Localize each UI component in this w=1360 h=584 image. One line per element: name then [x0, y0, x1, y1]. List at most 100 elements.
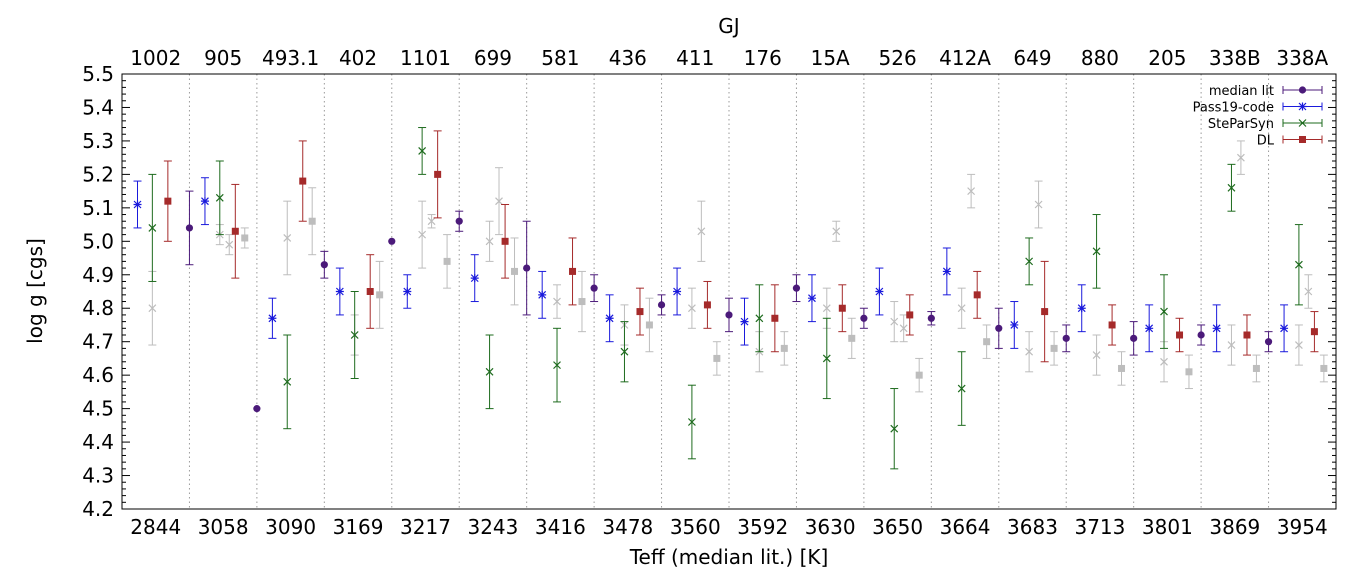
- data-point: [1062, 334, 1070, 342]
- y-tick-label: 4.8: [82, 296, 114, 320]
- data-point: [822, 354, 831, 363]
- data-point: [1236, 153, 1245, 162]
- top-tick-label: 493.1: [262, 46, 319, 70]
- data-point: [1294, 260, 1303, 269]
- x-tick-label: 3169: [333, 515, 384, 539]
- legend-marker: [1298, 102, 1307, 111]
- x-tick-label: 3954: [1277, 515, 1328, 539]
- y-tick-label: 4.9: [82, 263, 114, 287]
- y-axis: 4.2 4.3 4.4 4.5 4.6 4.7 4.8 4.9 5.0 5.1 5.2 5.3 5.4 5…: [82, 62, 1336, 521]
- data-point: [308, 217, 316, 225]
- data-point: [501, 237, 509, 245]
- data-point: [350, 331, 359, 339]
- top-tick-label: 905: [204, 46, 242, 70]
- data-point: [241, 234, 249, 242]
- data-point: [1264, 338, 1273, 346]
- x-tick-label: 3869: [1209, 515, 1260, 539]
- data-point: [553, 361, 561, 370]
- data-point: [366, 288, 374, 295]
- data-point: [485, 237, 494, 246]
- legend-label: median lit: [1209, 84, 1274, 99]
- legend-marker: [1298, 119, 1307, 127]
- series-group: [163, 130, 1319, 363]
- data-point: [687, 304, 696, 313]
- data-point: [1185, 368, 1193, 376]
- data-point: [875, 287, 884, 296]
- data-point: [215, 193, 224, 202]
- data-point: [133, 200, 142, 209]
- data-point: [832, 227, 841, 236]
- x-tick-label: 3664: [940, 515, 991, 539]
- legend-marker: [1299, 136, 1306, 143]
- data-point: [1280, 324, 1289, 333]
- data-point: [1034, 200, 1043, 209]
- data-point: [942, 267, 951, 276]
- x-tick-label: 3592: [737, 515, 788, 539]
- y-axis-title: log g [cgs]: [23, 238, 47, 344]
- data-point: [1010, 320, 1019, 329]
- data-point: [915, 371, 923, 379]
- series-group: [225, 140, 1313, 343]
- series-group: [148, 200, 1303, 383]
- y-tick-label: 4.7: [82, 330, 114, 354]
- x-tick-label: 3650: [872, 515, 923, 539]
- top-tick-label: 1101: [400, 46, 451, 70]
- data-point: [495, 197, 503, 206]
- data-point: [523, 264, 531, 272]
- x-tick-label: 3630: [805, 515, 856, 539]
- data-point: [620, 347, 629, 356]
- data-point: [860, 314, 868, 322]
- data-point: [148, 223, 157, 232]
- data-point: [957, 304, 966, 313]
- data-point: [848, 334, 856, 342]
- data-point: [1077, 304, 1086, 313]
- top-tick-label: 15A: [811, 46, 850, 70]
- data-point: [511, 267, 519, 275]
- series-group: [148, 127, 1303, 470]
- data-point: [1252, 364, 1260, 372]
- data-point: [1118, 364, 1126, 372]
- top-tick-label: 436: [609, 46, 647, 70]
- top-tick-label: 205: [1148, 46, 1186, 70]
- x-axis-title: Teff (median lit.) [K]: [629, 545, 829, 569]
- legend-label: Pass19-code: [1193, 101, 1274, 116]
- data-point: [148, 304, 157, 313]
- data-point: [1310, 328, 1318, 336]
- data-point: [283, 377, 292, 386]
- data-point: [1092, 247, 1101, 256]
- data-point: [983, 338, 991, 346]
- data-point: [164, 197, 172, 205]
- data-point: [253, 405, 261, 413]
- y-tick-label: 5.3: [82, 129, 114, 153]
- data-point: [673, 287, 682, 296]
- data-point: [713, 354, 721, 362]
- top-tick-label: 581: [541, 46, 579, 70]
- x-tick-label: 3801: [1142, 515, 1193, 539]
- top-tick-label: 649: [1013, 46, 1051, 70]
- data-point: [388, 237, 396, 245]
- data-point: [185, 224, 194, 232]
- y-tick-label: 4.3: [82, 464, 114, 488]
- data-marks: [133, 127, 1328, 470]
- data-point: [838, 304, 846, 312]
- data-point: [740, 317, 749, 326]
- data-point: [1130, 334, 1138, 342]
- x-tick-label: 3090: [265, 515, 316, 539]
- data-point: [725, 311, 733, 319]
- x-tick-label: 3243: [467, 515, 518, 539]
- x-tick-label: 3217: [400, 515, 451, 539]
- top-tick-label: 402: [339, 46, 377, 70]
- data-point: [427, 217, 436, 226]
- y-tick-label: 4.4: [82, 430, 114, 454]
- chart-title: GJ: [718, 14, 739, 38]
- y-tick-label: 4.2: [82, 497, 114, 521]
- data-point: [283, 234, 292, 242]
- x-tick-label: 3416: [535, 515, 586, 539]
- data-point: [418, 230, 427, 239]
- top-tick-label: 411: [676, 46, 714, 70]
- data-point: [418, 147, 427, 155]
- data-point: [927, 314, 935, 322]
- data-point: [470, 274, 479, 283]
